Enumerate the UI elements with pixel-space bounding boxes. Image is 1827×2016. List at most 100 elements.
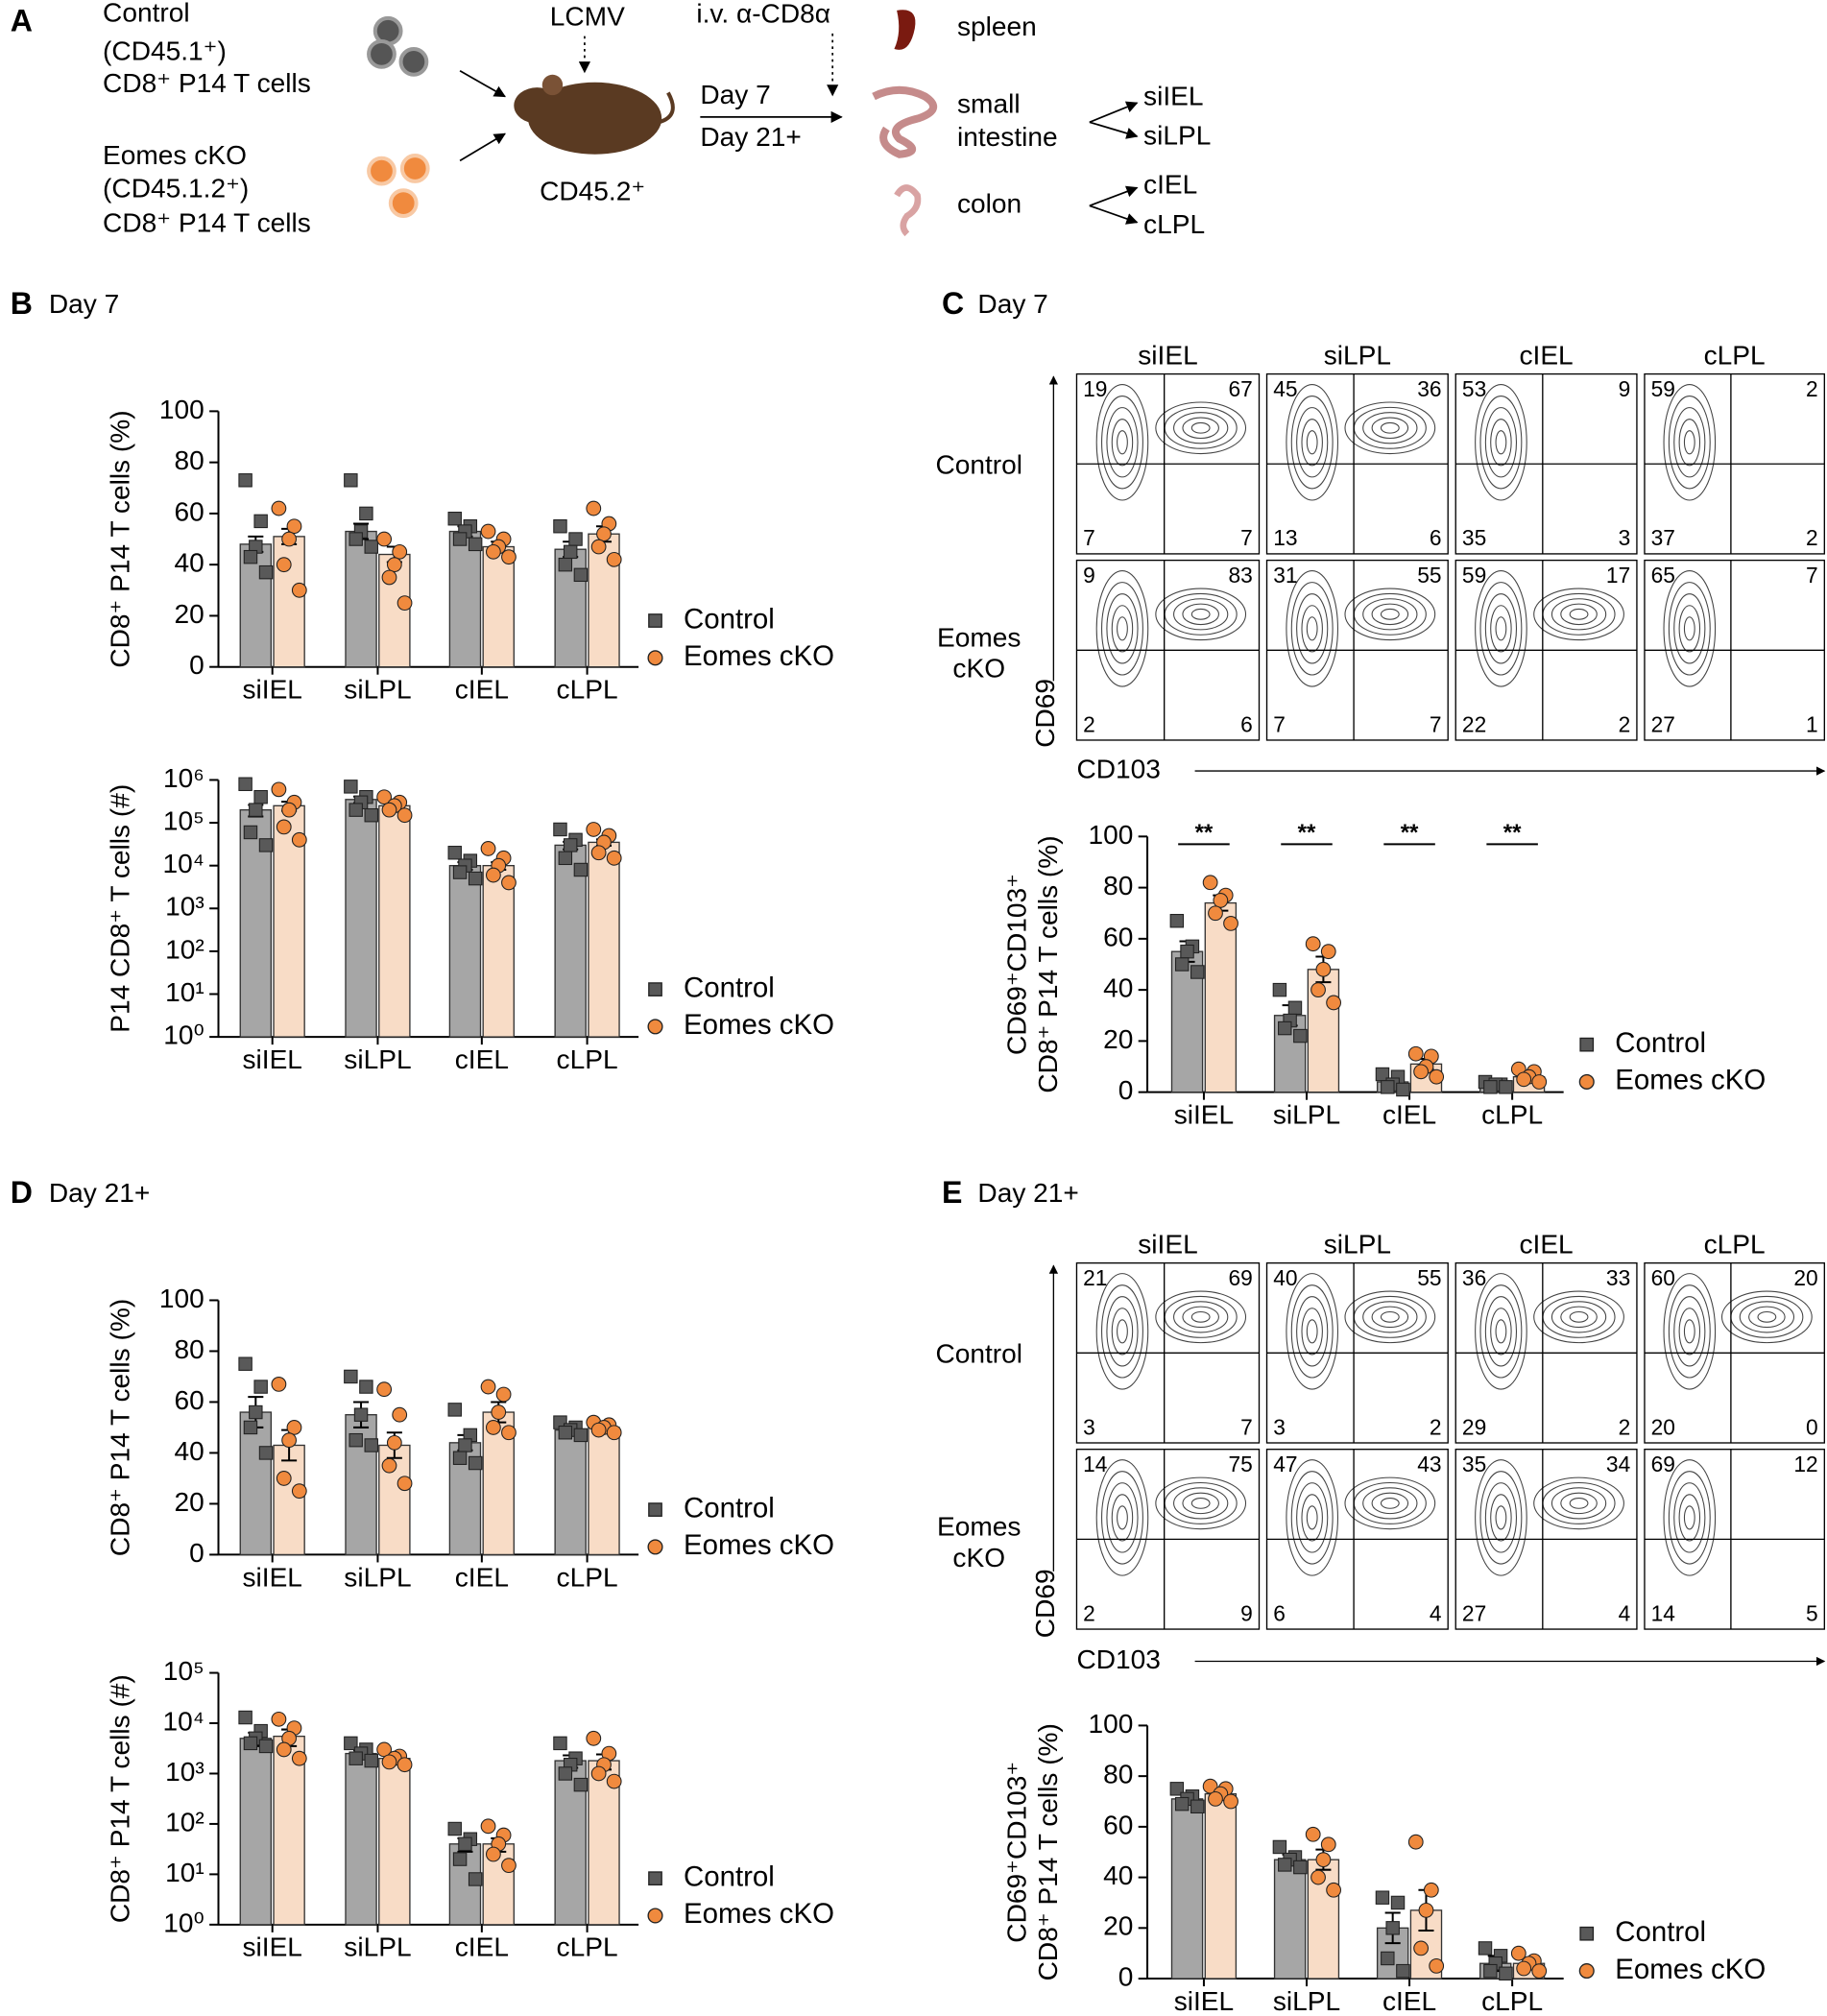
y-tick-label: 100 [159,1284,204,1313]
contour [1111,1494,1134,1542]
quadrant-value: 3 [1083,1414,1095,1439]
point [249,1404,263,1420]
row-label: Control [935,1338,1022,1368]
column-label: cIEL [1519,1230,1573,1260]
point [590,1422,607,1438]
y-axis-label: CD8⁺ P14 T cells (%) [106,410,135,667]
point [1510,1945,1527,1961]
contour [1490,1308,1512,1356]
cell [399,154,430,183]
label: small [957,88,1021,118]
point [249,803,263,817]
point [392,543,408,560]
quadrant-value: 9 [1619,376,1631,401]
point [480,841,496,856]
quadrant-value: 4 [1430,1600,1442,1625]
point [1396,1082,1410,1097]
contour [1683,616,1695,641]
point [344,473,358,488]
y-tick-label: 40 [175,1436,204,1466]
legend-marker [647,1908,663,1924]
point [364,540,378,554]
bar [482,865,515,1038]
point [606,551,622,567]
point [1223,915,1238,931]
legend-marker [647,1019,663,1035]
row-label: Eomes cKO [937,1512,1021,1572]
contour [1344,401,1436,455]
point [495,1386,512,1403]
contours [1286,1273,1436,1390]
label: Eomes cKO [103,140,247,170]
contour [1155,401,1247,455]
quadrant-value: 6 [1430,525,1442,550]
quadrant-value: 20 [1793,1265,1817,1290]
point [1320,944,1336,960]
point [238,473,252,488]
point [1310,1869,1326,1885]
contour [1362,1301,1418,1333]
y-tick-label: 80 [1103,1760,1133,1789]
point [291,831,307,848]
contour [1720,1290,1813,1344]
bar [378,1758,411,1926]
y-tick-label: 100 [1088,1709,1133,1739]
point [1531,1074,1548,1090]
x-tick-label: siLPL [344,675,411,705]
contour [1371,417,1409,440]
mouse [514,74,675,155]
quadrant-value: 43 [1417,1452,1441,1476]
contour [1533,588,1624,641]
point [491,1404,507,1420]
contour [1739,1301,1795,1333]
contours [1663,1459,1717,1576]
panel-label: D [11,1175,33,1210]
point [243,1420,258,1435]
contour [1484,407,1518,478]
point [501,1425,517,1441]
quadrant-value: 7 [1430,711,1442,736]
contour [1678,419,1701,467]
bar [588,841,620,1038]
y-tick-label: 0 [189,650,204,680]
contour [1380,1310,1400,1323]
contour [1106,593,1139,664]
contours [1286,570,1436,687]
point [1516,1071,1532,1088]
bar [1204,1792,1238,1980]
contour [1182,1306,1219,1329]
label: CD8⁺ P14 T cells [103,68,311,98]
point [1287,1000,1303,1015]
spleen-icon [894,10,916,50]
column-label: siIEL [1138,1230,1197,1260]
y-tick-label: 10² [165,1807,204,1836]
contour [1533,1290,1624,1344]
point [447,1403,462,1417]
quadrant-value: 14 [1651,1600,1675,1625]
point [468,1872,483,1886]
contour [1296,407,1329,478]
point [258,564,274,580]
y-tick-label: 80 [175,445,204,475]
contour [1155,588,1247,641]
point [281,1432,298,1449]
point [558,557,573,572]
point [397,1757,413,1773]
point [1423,1882,1439,1898]
contours [1475,1273,1624,1390]
contour [1673,407,1706,478]
legend-marker [648,613,662,628]
point [349,1432,363,1448]
quadrant-value: 40 [1273,1265,1297,1290]
quadrant-value: 59 [1651,376,1675,401]
quadrant-value: 4 [1619,1600,1631,1625]
legend-marker [648,982,662,996]
contour [1668,582,1711,676]
y-tick-label: 100 [159,395,204,424]
y-tick-label: 10⁵ [163,1656,204,1686]
point [397,1476,413,1492]
contour [1101,1284,1143,1379]
quadrant-value: 45 [1273,376,1297,401]
legend-marker [1578,1073,1595,1090]
arrow [459,132,506,162]
